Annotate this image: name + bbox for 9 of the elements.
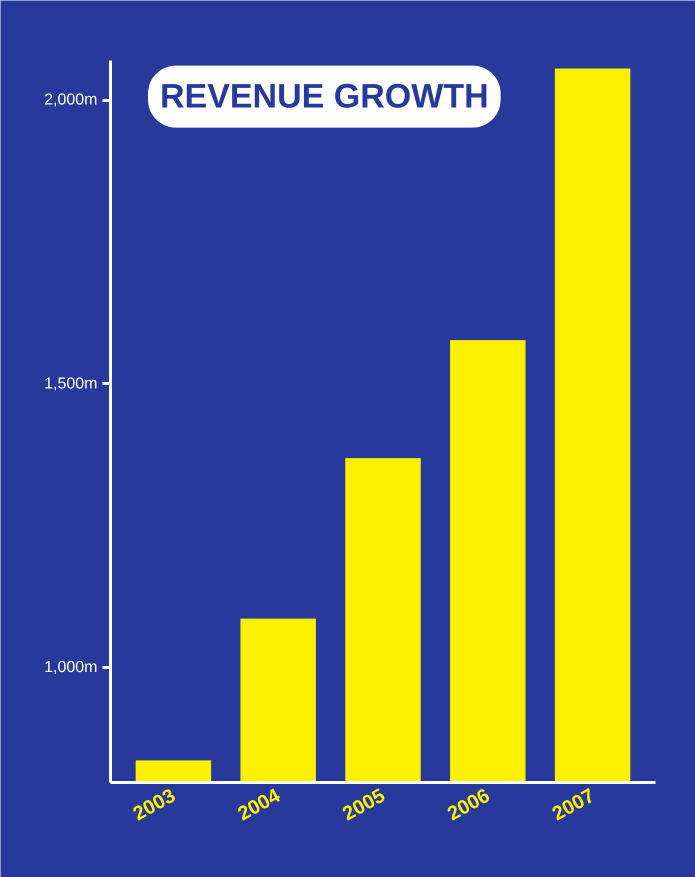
x-tick-label: 2005 <box>339 784 389 826</box>
x-tick-label: 2006 <box>444 784 494 826</box>
y-tick-label: 1,000m <box>44 658 98 676</box>
x-tick-label: 2003 <box>130 784 180 826</box>
y-tick-label: 2,000m <box>44 92 98 109</box>
text: REVENUE GROWTH <box>160 78 489 116</box>
x-tick-label: 2004 <box>234 784 285 826</box>
y-tick-label: 1,500m <box>44 375 98 392</box>
x-tick-label: 2007 <box>548 784 598 826</box>
